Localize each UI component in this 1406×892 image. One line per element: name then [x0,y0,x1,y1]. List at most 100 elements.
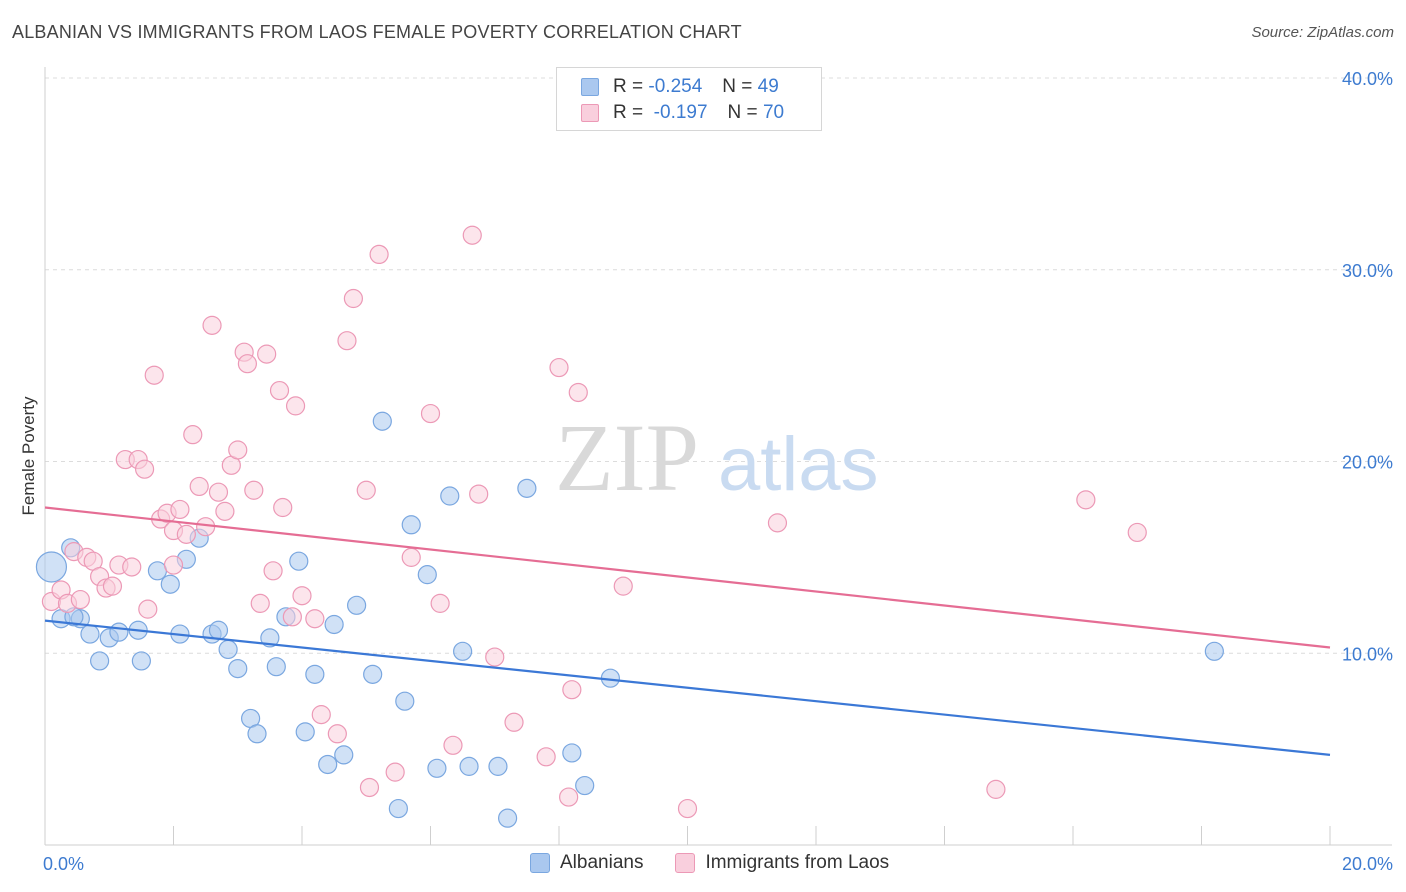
laos-point [144,365,164,385]
legend-label: Immigrants from Laos [705,852,890,873]
n-label: N = [727,102,758,123]
tick-labels: 10.0% 20.0% 30.0% 40.0% 0.0% 20.0% [43,69,1393,874]
albanians-point [363,664,383,684]
legend-item-albanians: Albanians [530,852,643,874]
laos-legend-swatch [675,853,696,873]
axes [44,67,1392,846]
x-tick-label: 0.0% [43,854,84,874]
laos-point [237,354,257,374]
data-points [35,225,1224,828]
albanians-point [289,551,309,571]
albanians-point [35,551,68,583]
y-tick-label: 40.0% [1342,69,1393,89]
laos-point [469,484,489,504]
albanians-point [208,620,229,640]
laos-point [163,555,184,575]
albanians-point [427,758,447,778]
albanians-point [575,775,595,796]
r-value: -0.254 [648,76,703,97]
laos-point [257,344,277,364]
x-tick-label: 20.0% [1342,854,1393,874]
albanians-point [109,622,129,642]
trend-lines [44,506,1331,756]
albanians-point [488,756,508,776]
n-label: N = [722,76,753,97]
albanians-point [228,658,248,679]
laos-point [430,593,450,613]
laos-point [562,680,582,700]
albanians-point [498,808,518,828]
watermark-atlas: atlas [718,422,879,507]
laos-point [263,561,283,581]
albanians-point [562,743,582,763]
laos-point [356,480,376,500]
albanians-point [324,614,344,635]
albanians-point [80,624,100,644]
albanians-point [160,574,180,594]
laos-trend-line [44,506,1331,649]
albanians-point [305,664,325,684]
albanians-point [388,798,408,819]
laos-point [176,524,196,544]
albanians-point [440,486,460,506]
laos-point [202,315,222,335]
albanians-point [372,411,392,431]
laos-point [767,513,788,533]
albanians-point [318,754,338,775]
laos-point [170,499,190,520]
laos-swatch [581,104,599,122]
albanians-point [247,724,267,744]
laos-point [122,557,142,577]
legend-item-laos: Immigrants from Laos [675,852,889,874]
r-value: -0.197 [653,102,708,123]
albanians-point [218,639,238,660]
laos-point [102,576,123,596]
laos-point [134,459,155,479]
laos-point [420,403,441,424]
laos-point [208,482,229,502]
laos-point [269,380,290,401]
albanians-point [395,691,415,711]
stats-legend-row-laos: R = -0.197 N = 70 [581,100,784,126]
albanians-point [417,565,437,585]
laos-point [401,547,421,567]
laos-point [385,762,405,782]
laos-point [285,396,306,416]
r-label: R = [613,76,644,97]
laos-point [343,288,363,309]
laos-point [337,331,357,351]
laos-point [559,787,579,807]
laos-point [1127,522,1147,543]
albanians-legend-swatch [530,853,550,873]
laos-point [485,647,505,667]
laos-point [305,609,325,629]
laos-point [369,244,389,265]
laos-point [70,589,90,610]
laos-point [189,476,209,497]
albanians-point [260,628,280,648]
albanians-point [401,515,421,535]
y-tick-label: 30.0% [1342,261,1393,281]
laos-point [462,225,482,245]
laos-point [215,501,235,521]
stats-legend-row-albanians: R = -0.254 N = 49 [581,74,779,100]
albanians-point [266,657,286,677]
laos-point [443,735,463,755]
laos-point [986,779,1006,799]
watermark-zip: ZIP [555,404,699,511]
y-tick-label: 20.0% [1342,453,1393,473]
r-label: R = [613,102,644,123]
n-value: 70 [762,102,785,123]
albanians-point [453,641,473,661]
albanians-point [347,595,367,615]
laos-point [549,357,569,378]
laos-point [504,712,524,732]
albanians-point [1204,641,1224,661]
laos-point [359,777,380,798]
n-value: 49 [757,76,779,97]
albanians-point [147,561,168,581]
laos-point [228,440,248,460]
laos-point [292,586,312,606]
laos-point [613,576,633,596]
